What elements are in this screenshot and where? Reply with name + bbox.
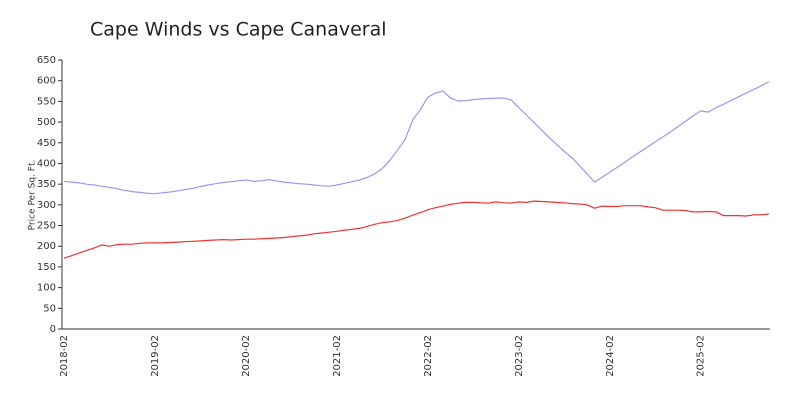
y-tick-label: 0 <box>50 324 56 335</box>
y-tick-label: 50 <box>43 303 56 314</box>
x-tick-label: 2022-02 <box>423 335 434 377</box>
y-tick-label: 300 <box>37 200 56 211</box>
chart-title: Cape Winds vs Cape Canaveral <box>90 19 387 41</box>
y-tick-label: 200 <box>37 241 56 252</box>
y-tick-label: 500 <box>37 117 56 128</box>
series-line <box>63 200 769 259</box>
x-tick-label: 2018-02 <box>59 335 70 377</box>
y-tick-label: 600 <box>37 76 56 87</box>
y-tick-label: 650 <box>37 55 56 66</box>
x-tick-label: 2025-02 <box>696 335 707 377</box>
x-tick-label: 2023-02 <box>514 335 525 377</box>
y-tick-label: 550 <box>37 96 56 107</box>
y-tick-label: 100 <box>37 283 56 294</box>
x-tick-label: 2019-02 <box>150 335 161 377</box>
x-tick-label: 2020-02 <box>241 335 252 377</box>
y-tick-label: 350 <box>37 179 56 190</box>
y-tick-label: 450 <box>37 138 56 149</box>
x-tick-label: 2024-02 <box>605 335 616 377</box>
y-tick-label: 250 <box>37 221 56 232</box>
y-axis-label: Price Per Sq. Ft. <box>28 160 38 231</box>
y-tick-label: 400 <box>37 158 56 169</box>
x-tick-label: 2021-02 <box>332 335 343 377</box>
series-line <box>63 81 770 195</box>
y-tick-label: 150 <box>37 262 56 273</box>
